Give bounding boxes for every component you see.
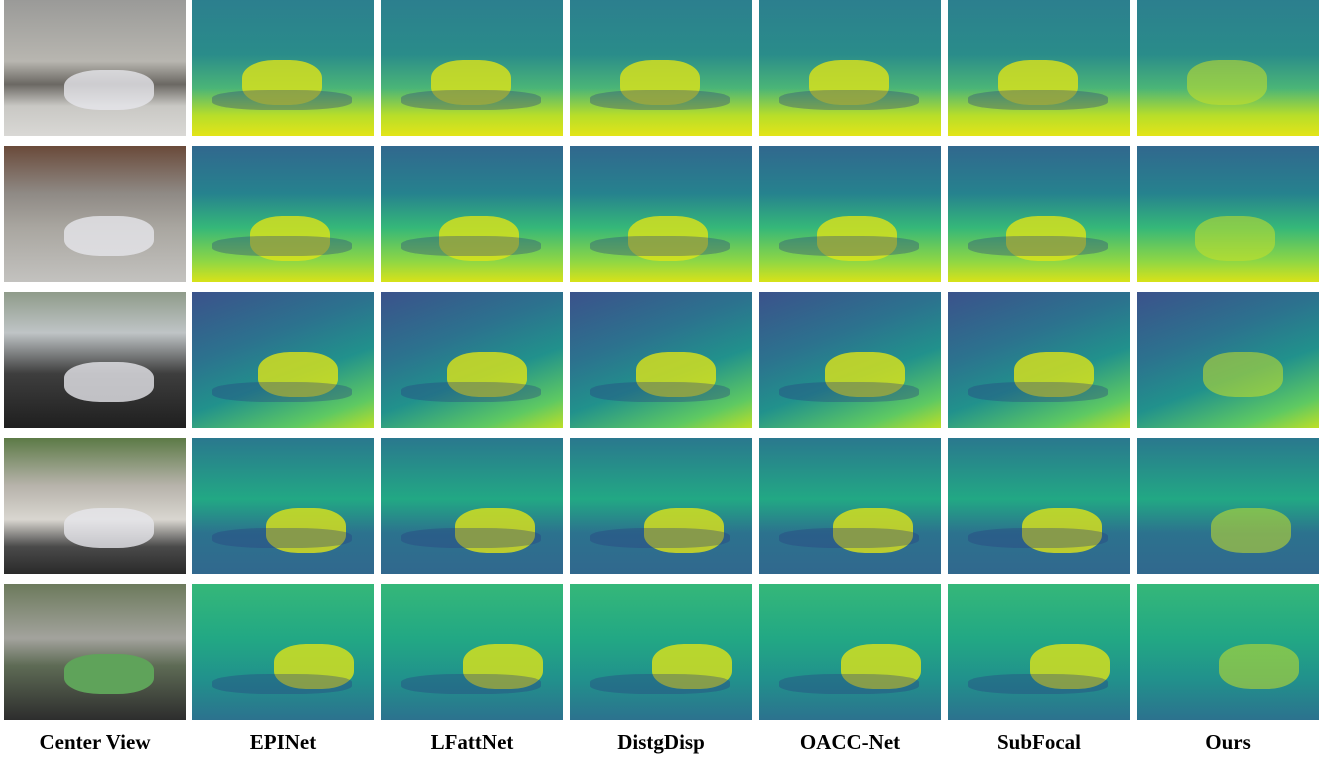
center-view-image xyxy=(4,292,186,428)
noise-region xyxy=(968,674,1108,694)
noise-region xyxy=(779,528,919,548)
disparity-map xyxy=(381,292,563,428)
noise-region xyxy=(401,382,541,402)
noise-region xyxy=(401,674,541,694)
foreground-object xyxy=(1211,508,1291,553)
disparity-map xyxy=(1137,584,1319,720)
noise-region xyxy=(779,382,919,402)
disparity-map xyxy=(759,438,941,574)
noise-region xyxy=(779,236,919,256)
noise-region xyxy=(590,236,730,256)
disparity-map xyxy=(948,146,1130,282)
noise-region xyxy=(779,90,919,110)
center-view-image xyxy=(4,438,186,574)
center-view-image xyxy=(4,0,186,136)
disparity-map xyxy=(759,292,941,428)
noise-region xyxy=(590,674,730,694)
noise-region xyxy=(401,528,541,548)
scene-object xyxy=(64,70,154,110)
scene-object xyxy=(64,654,154,694)
column-label: Ours xyxy=(1137,730,1319,755)
noise-region xyxy=(212,528,352,548)
disparity-map xyxy=(759,0,941,136)
disparity-map xyxy=(381,146,563,282)
column-label: SubFocal xyxy=(948,730,1130,755)
noise-region xyxy=(590,382,730,402)
disparity-map xyxy=(1137,0,1319,136)
disparity-map xyxy=(948,584,1130,720)
foreground-object xyxy=(1219,644,1299,689)
disparity-map xyxy=(1137,146,1319,282)
disparity-map xyxy=(570,438,752,574)
noise-region xyxy=(968,382,1108,402)
noise-region xyxy=(968,528,1108,548)
scene-object xyxy=(64,216,154,256)
disparity-map xyxy=(192,438,374,574)
column-label: LFattNet xyxy=(381,730,563,755)
noise-region xyxy=(968,236,1108,256)
disparity-map xyxy=(381,584,563,720)
foreground-object xyxy=(1203,352,1283,397)
disparity-map xyxy=(948,292,1130,428)
noise-region xyxy=(779,674,919,694)
noise-region xyxy=(401,90,541,110)
column-label: DistgDisp xyxy=(570,730,752,755)
disparity-map xyxy=(192,0,374,136)
noise-region xyxy=(212,674,352,694)
scene-object xyxy=(64,362,154,402)
disparity-map xyxy=(192,292,374,428)
disparity-map xyxy=(570,146,752,282)
disparity-map xyxy=(570,0,752,136)
noise-region xyxy=(968,90,1108,110)
noise-region xyxy=(590,528,730,548)
disparity-map xyxy=(759,584,941,720)
column-label: Center View xyxy=(4,730,186,755)
disparity-map xyxy=(570,584,752,720)
scene-object xyxy=(64,508,154,548)
center-view-image xyxy=(4,584,186,720)
center-view-image xyxy=(4,146,186,282)
disparity-map xyxy=(381,0,563,136)
disparity-map xyxy=(948,438,1130,574)
disparity-map xyxy=(381,438,563,574)
column-label: OACC-Net xyxy=(759,730,941,755)
disparity-map xyxy=(948,0,1130,136)
disparity-map xyxy=(192,584,374,720)
disparity-map xyxy=(1137,292,1319,428)
noise-region xyxy=(590,90,730,110)
noise-region xyxy=(401,236,541,256)
noise-region xyxy=(212,236,352,256)
noise-region xyxy=(212,90,352,110)
disparity-map xyxy=(759,146,941,282)
disparity-map xyxy=(570,292,752,428)
noise-region xyxy=(212,382,352,402)
foreground-object xyxy=(1195,216,1275,261)
disparity-map xyxy=(1137,438,1319,574)
figure: Center ViewEPINet LFattNet DistgDisp OACC-N… xyxy=(0,0,1322,761)
column-label: EPINet xyxy=(192,730,374,755)
disparity-map xyxy=(192,146,374,282)
foreground-object xyxy=(1187,60,1267,105)
